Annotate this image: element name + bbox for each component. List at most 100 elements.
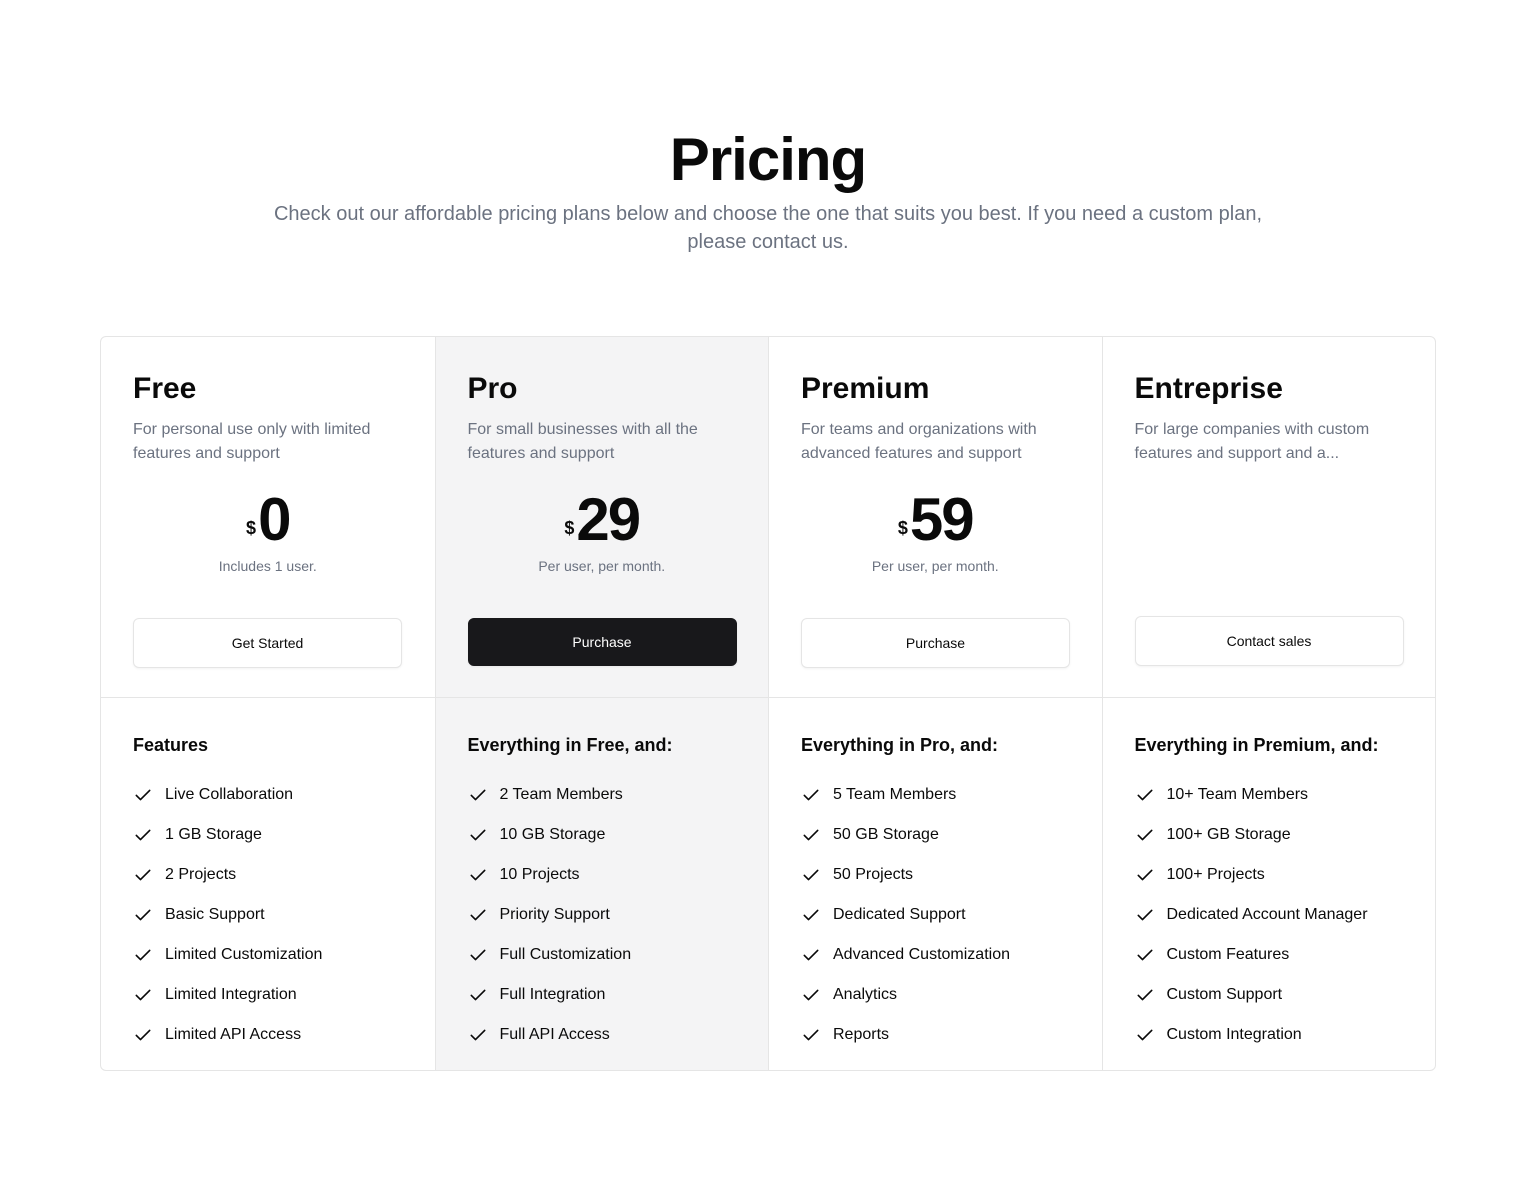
feature-label: Dedicated Support [833,906,966,923]
feature-item: 10 GB Storage [468,815,737,855]
check-icon [801,985,821,1005]
page-title: Pricing [669,126,867,193]
check-icon [1135,825,1155,845]
page-subtitle: Check out our affordable pricing plans b… [273,203,1263,253]
feature-item: Dedicated Account Manager [1135,895,1404,935]
plan-header: Pro For small businesses with all the fe… [435,337,769,698]
feature-label: 10 Projects [499,866,580,883]
check-icon [468,945,488,965]
features-heading: Everything in Premium, and: [1134,735,1379,755]
features-heading: Features [133,735,209,755]
feature-label: Limited Customization [165,946,323,963]
features-heading: Everything in Free, and: [467,735,673,755]
price-amount: 0 [258,486,291,553]
feature-item: Full Customization [468,935,737,975]
plan-features: Everything in Free, and: 2 Team Members 10… [436,733,769,1055]
feature-label: 10 GB Storage [499,826,606,843]
check-icon [1135,945,1155,965]
feature-item: 10+ Team Members [1135,775,1404,815]
check-icon [468,985,488,1005]
plan-name: Premium [801,372,930,405]
plan-description: For large companies with custom features… [1134,421,1370,462]
check-icon [133,985,153,1005]
feature-label: 50 Projects [833,866,914,883]
feature-label: Custom Features [1166,946,1290,963]
feature-label: 2 Team Members [499,786,623,803]
pricing-table: Free For personal use only with limited … [100,336,1436,1071]
feature-label: Analytics [833,986,898,1003]
check-icon [1135,785,1155,805]
plan-features: Everything in Premium, and: 10+ Team Memb… [1103,733,1436,1055]
currency-symbol: $ [246,518,257,538]
feature-label: 50 GB Storage [833,826,939,843]
contact-sales-button[interactable]: Contact sales [1134,616,1404,666]
plan-card-premium: Premium For teams and organizations with… [768,337,1102,1070]
plan-name: Pro [467,372,518,405]
check-icon [1135,905,1155,925]
feature-item: 10 Projects [468,855,737,895]
feature-label: Basic Support [165,906,265,923]
check-icon [801,905,821,925]
check-icon [468,785,488,805]
plan-price: $29 [436,487,769,553]
feature-item: Analytics [801,975,1070,1015]
get-started-button[interactable]: Get Started [133,618,402,668]
feature-item: Live Collaboration [133,775,403,815]
feature-item: 100+ Projects [1135,855,1404,895]
feature-item: Advanced Customization [801,935,1070,975]
feature-label: 100+ Projects [1166,866,1265,883]
price-amount: 59 [909,486,975,553]
purchase-button[interactable]: Purchase [801,618,1070,668]
currency-symbol: $ [564,518,575,538]
price-note: Per user, per month. [871,558,999,574]
feature-label: Dedicated Account Manager [1166,906,1368,923]
plan-header: Free For personal use only with limited … [101,337,435,698]
feature-item: Custom Support [1135,975,1404,1015]
feature-label: Limited Integration [165,986,297,1003]
check-icon [1135,1025,1155,1045]
feature-label: Advanced Customization [833,946,1010,963]
plan-features: Features Live Collaboration 1 GB Storage 2 … [101,733,435,1055]
plan-name: Entreprise [1134,372,1283,405]
price-note: Includes 1 user. [218,558,317,574]
feature-item: Limited Customization [133,935,403,975]
plan-price: $59 [769,487,1102,553]
plan-price: $0 [101,487,435,553]
feature-item: Dedicated Support [801,895,1070,935]
plan-description: For teams and organizations with advance… [801,421,1037,462]
feature-item: Full API Access [468,1015,737,1055]
features-heading: Everything in Pro, and: [801,735,999,755]
plan-description: For small businesses with all the featur… [467,421,698,462]
check-icon [801,865,821,885]
check-icon [133,785,153,805]
check-icon [468,865,488,885]
check-icon [801,825,821,845]
check-icon [1135,985,1155,1005]
feature-label: Priority Support [499,906,610,923]
feature-item: Limited API Access [133,1015,403,1055]
feature-item: 1 GB Storage [133,815,403,855]
check-icon [1135,865,1155,885]
feature-label: Custom Support [1166,986,1283,1003]
feature-item: Custom Integration [1135,1015,1404,1055]
feature-label: Live Collaboration [165,786,294,803]
check-icon [133,945,153,965]
feature-label: 100+ GB Storage [1166,826,1291,843]
feature-item: Basic Support [133,895,403,935]
plan-name: Free [133,372,197,405]
feature-label: 2 Projects [165,866,237,883]
purchase-button[interactable]: Purchase [467,618,737,666]
plan-header: Entreprise For large companies with cust… [1102,337,1435,698]
feature-label: 10+ Team Members [1166,786,1309,803]
check-icon [468,905,488,925]
feature-label: Custom Integration [1166,1026,1302,1043]
check-icon [801,945,821,965]
check-icon [801,1025,821,1045]
plan-card-entreprise: Entreprise For large companies with cust… [1101,337,1436,1070]
plan-card-free: Free For personal use only with limited … [101,337,435,1070]
plan-features: Everything in Pro, and: 5 Team Members 50 … [769,733,1102,1055]
feature-item: Limited Integration [133,975,403,1015]
feature-item: Priority Support [468,895,737,935]
plan-card-pro: Pro For small businesses with all the fe… [434,337,769,1070]
feature-label: 5 Team Members [833,786,957,803]
